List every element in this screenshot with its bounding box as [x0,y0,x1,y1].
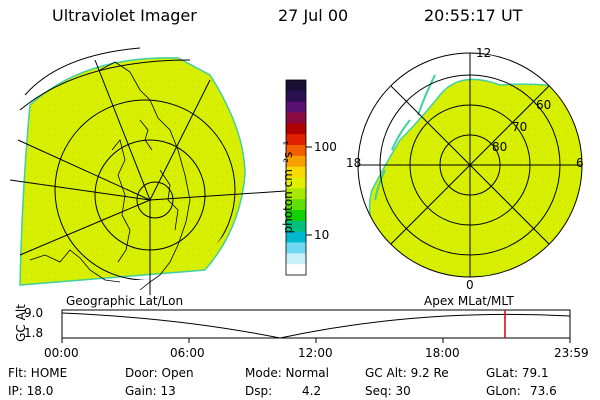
colorbar-stripe [286,155,306,168]
colorbar-tick-10: 10 [314,228,330,242]
timeline-tick-1200: 12:00 [298,346,333,360]
mlt-18-label: 18 [346,156,362,170]
instrument-title: Ultraviolet Imager [52,6,197,25]
apex-caption: Apex MLat/MLT [424,294,514,308]
colorbar-stripe [286,177,306,189]
lat-80-label: 80 [492,140,508,154]
timeline-y-high: 9.0 [24,306,44,320]
colorbar-stripe [286,80,306,92]
colorbar-stripe [286,166,306,178]
geographic-image [9,47,301,295]
colorbar-stripe [286,199,306,211]
colorbar-tick-100: 100 [314,140,337,154]
polar-image [357,52,583,278]
timeline-tick-1800: 18:00 [425,346,460,360]
colorbar-stripe [286,264,306,276]
colorbar-stripe [286,253,306,265]
timeline-y-low: 1.8 [24,326,44,340]
geographic-caption: Geographic Lat/Lon [66,294,184,308]
colorbar-stripe [286,220,306,233]
status-glon-label: GLon: [486,384,521,398]
colorbar-stripe [286,188,306,200]
status-mode: Mode: Normal [245,366,329,380]
status-seq: Seq: 30 [365,384,411,398]
status-ip: IP: 18.0 [8,384,54,398]
altitude-timeline [61,309,571,343]
status-door: Door: Open [125,366,194,380]
status-gcalt: GC Alt: 9.2 Re [365,366,449,380]
colorbar-stripe [286,145,306,157]
colorbar-stripe [286,90,306,103]
status-glat: GLat: 79.1 [486,366,549,380]
colorbar-stripe [286,210,306,222]
colorbar-stripe [286,242,306,254]
timeline-tick-2359: 23:59 [554,346,589,360]
colorbar-stripe [286,134,306,146]
mlt-6-label: 6 [576,156,584,170]
mlt-12-label: 12 [476,46,492,60]
colorbar-stripe [286,112,306,124]
time-label: 20:55:17 UT [424,6,523,25]
status-gain: Gain: 13 [125,384,176,398]
timeline-tick-0000: 00:00 [44,346,79,360]
status-dsp-value: 4.2 [302,384,322,398]
coastline [29,61,191,291]
colorbar-unit-label: photon cm⁻²s⁻¹ [281,140,295,234]
date-label: 27 Jul 00 [278,6,349,25]
colorbar-stripe [286,231,306,243]
lat-60-label: 60 [536,98,552,112]
status-glon-value: 73.6 [530,384,557,398]
timeline-tick-0600: 06:00 [170,346,205,360]
mlt-0-label: 0 [466,278,474,292]
colorbar-stripe [286,101,306,113]
status-flt: Flt: HOME [8,366,68,380]
colorbar [285,79,312,276]
status-dsp-label: Dsp: [245,384,273,398]
lat-70-label: 70 [512,120,528,134]
colorbar-stripe [286,123,306,135]
